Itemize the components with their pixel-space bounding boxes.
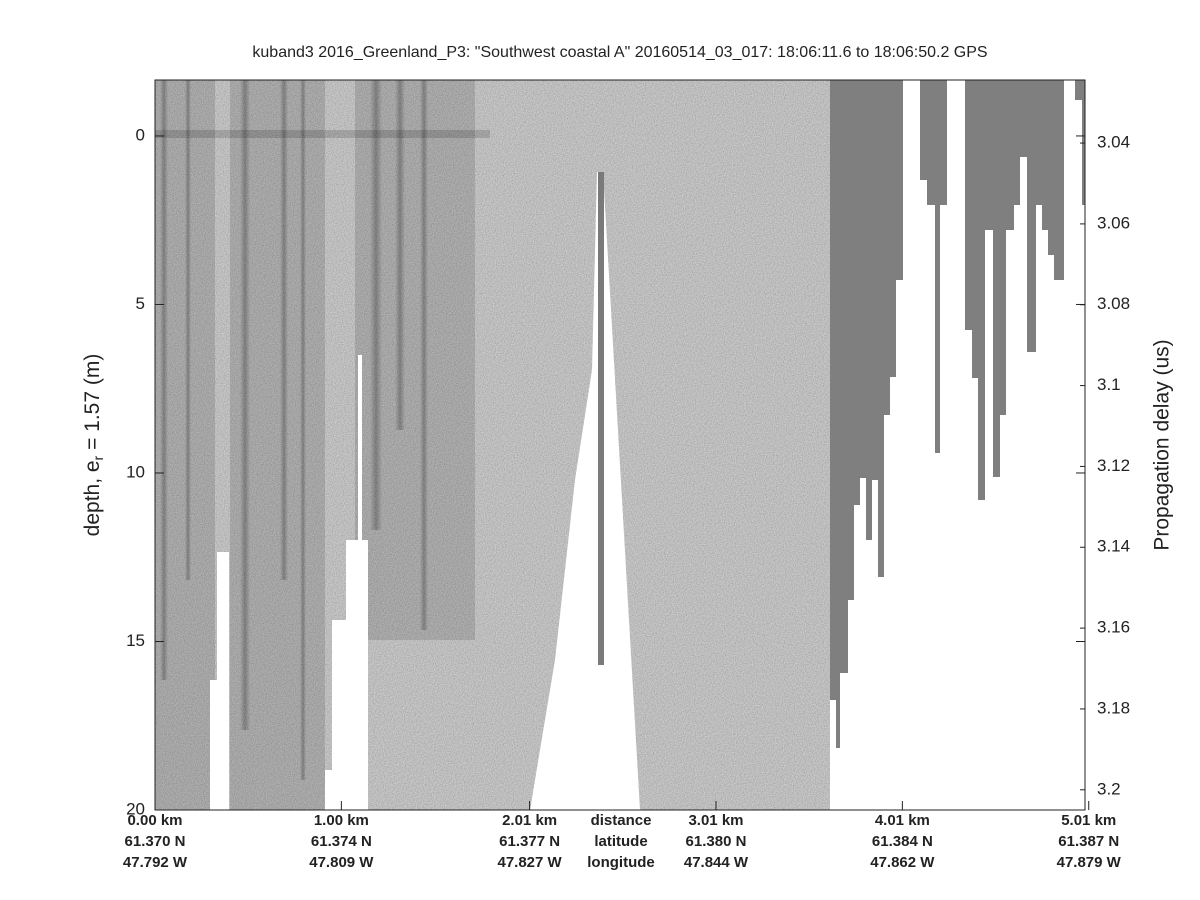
x-tick-latitude: 61.380 N [686,833,747,850]
y2-tick-label: 3.12 [1097,456,1130,475]
y-axis-label-part: = 1.57 (m) [81,354,104,456]
x-tick-longitude: 47.862 W [870,854,935,871]
x-tick-label: 3.01 km [688,812,743,829]
y2-tick-label: 3.06 [1097,213,1130,232]
x-tick-label: 0.00 km [127,812,182,829]
echogram-columns [830,80,1085,748]
x-axis-label: longitude [587,854,655,871]
plot-frame [154,79,1086,811]
x-tick-latitude: 61.377 N [499,833,560,850]
y-axis-label: depth, er = 1.57 (m) [81,354,106,537]
y2-tick-label: 3.14 [1097,537,1130,556]
x-tick-latitude: 61.374 N [311,833,372,850]
y2-tick-label: 3.08 [1097,294,1130,313]
y2-tick-label: 3.1 [1097,375,1121,394]
x-tick-longitude: 47.792 W [123,854,188,871]
y2-tick-label: 3.16 [1097,618,1130,637]
x-tick-label: 1.00 km [314,812,369,829]
x-tick-longitude: 47.827 W [497,854,562,871]
y-tick-label: 5 [136,294,145,313]
echogram-image [155,80,1085,810]
x-tick-latitude: 61.370 N [125,833,186,850]
y-tick-label: 0 [136,125,145,144]
x-tick-label: 4.01 km [875,812,930,829]
x-tick-label: 2.01 km [502,812,557,829]
y2-tick-label: 3.04 [1097,133,1130,152]
y-tick-label: 15 [126,631,145,650]
y-tick-label: 20 [126,799,145,818]
x-tick-longitude: 47.809 W [309,854,374,871]
x-tick-longitude: 47.879 W [1057,854,1122,871]
x-axis-label: distance [591,812,652,829]
x-axis-label: latitude [594,833,647,850]
chart-title: kuband3 2016_Greenland_P3: "Southwest co… [252,44,987,61]
y2-tick-label: 3.18 [1097,698,1130,717]
y-axis-label-part: depth, e [81,460,104,536]
y-tick-label: 10 [126,462,145,481]
x-tick-longitude: 47.844 W [684,854,749,871]
x-tick-latitude: 61.387 N [1058,833,1119,850]
y2-tick-label: 3.2 [1097,779,1121,798]
y2-axis-label: Propagation delay (us) [1151,339,1174,550]
y-axis-label-subscript: r [90,455,106,460]
x-tick-latitude: 61.384 N [872,833,933,850]
x-tick-label: 5.01 km [1061,812,1116,829]
